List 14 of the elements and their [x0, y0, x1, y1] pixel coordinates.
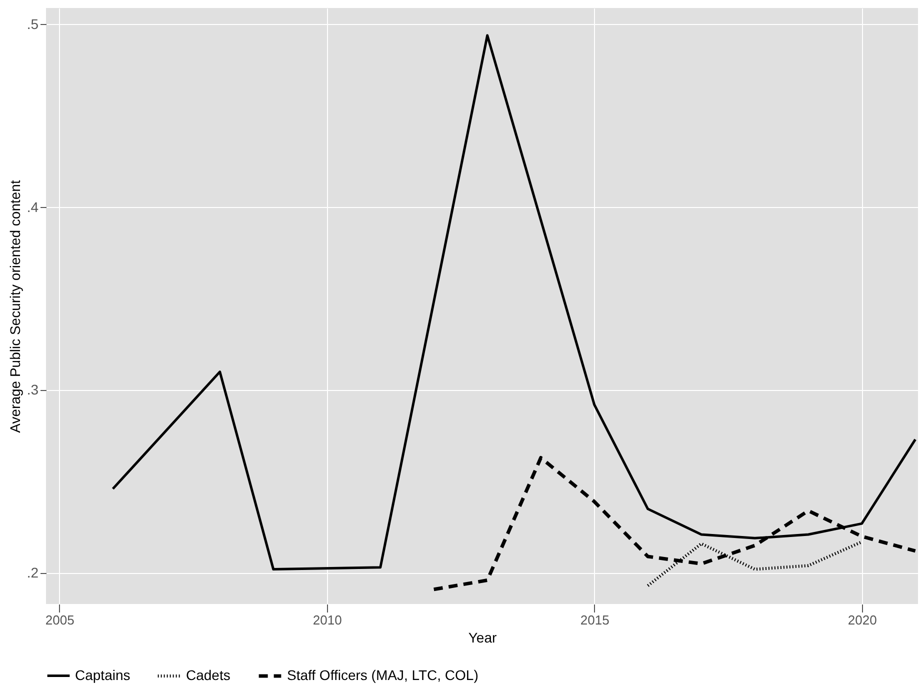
legend-label: Captains — [75, 666, 130, 683]
y-tick-label: .5 — [26, 16, 39, 32]
y-tick-label: .3 — [26, 382, 39, 398]
legend-label: Staff Officers (MAJ, LTC, COL) — [287, 667, 478, 683]
x-axis-title: Year — [468, 630, 497, 646]
x-tick-label: 2015 — [580, 612, 610, 628]
y-tick-label: .2 — [26, 564, 39, 580]
line-series — [646, 540, 864, 588]
y-axis-title: Average Public Security oriented content — [6, 180, 23, 433]
y-tick-label: .4 — [26, 198, 39, 215]
legend-label: Cadets — [186, 667, 230, 683]
x-tick-label: 2005 — [45, 612, 74, 628]
x-tick-label: 2010 — [312, 612, 342, 628]
x-tick-label: 2020 — [848, 612, 877, 628]
